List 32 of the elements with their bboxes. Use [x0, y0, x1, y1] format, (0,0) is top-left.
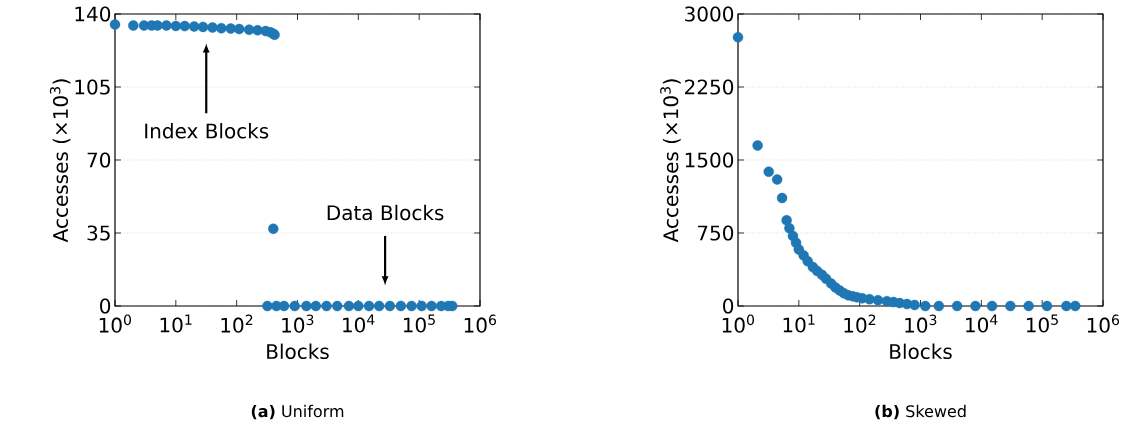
y-tick-label: 70	[87, 152, 111, 168]
x-axis-title: Blocks	[890, 343, 952, 360]
annotation: Data Blocks	[327, 204, 444, 221]
annotation: Index Blocks	[145, 123, 269, 139]
x-tick-label: 10$^{2}$	[844, 314, 876, 333]
x-tick-label: 10$^{5}$	[1026, 314, 1058, 333]
x-tick-label: 10$^{0}$	[99, 314, 132, 333]
y-tick-label: 3000	[685, 6, 734, 22]
text: (a) Uniform	[251, 404, 344, 420]
x-tick-label: 10$^{4}$	[343, 314, 375, 333]
y-axis-title: Accesses (×10$^{3}$)	[49, 79, 71, 243]
y-tick-label: 0	[100, 298, 111, 314]
y-tick-label: 105	[75, 79, 110, 95]
y-tick-label: 140	[75, 6, 111, 22]
x-tick-label: 10$^{4}$	[966, 314, 998, 333]
x-tick-label: 10$^{6}$	[464, 314, 497, 333]
y-axis-title: Accesses (×10$^{3}$)	[660, 79, 681, 243]
x-tick-label: 10$^{1}$	[783, 314, 815, 333]
y-tick-label: 750	[697, 225, 734, 241]
x-tick-label: 10$^{3}$	[905, 314, 937, 333]
x-tick-label: 10$^{5}$	[403, 314, 435, 333]
x-tick-label: 10$^{6}$	[1087, 314, 1120, 333]
x-tick-label: 10$^{0}$	[722, 314, 755, 333]
y-tick-label: 0	[723, 298, 734, 314]
y-tick-label: 1500	[685, 152, 734, 168]
x-axis-title: Blocks	[267, 343, 329, 360]
x-tick-label: 10$^{1}$	[160, 314, 192, 333]
x-tick-label: 10$^{3}$	[282, 314, 314, 333]
y-tick-label: 35	[87, 225, 110, 241]
x-tick-label: 10$^{2}$	[221, 314, 253, 333]
text: (b) Skewed	[875, 404, 966, 420]
y-tick-label: 2250	[685, 79, 734, 95]
